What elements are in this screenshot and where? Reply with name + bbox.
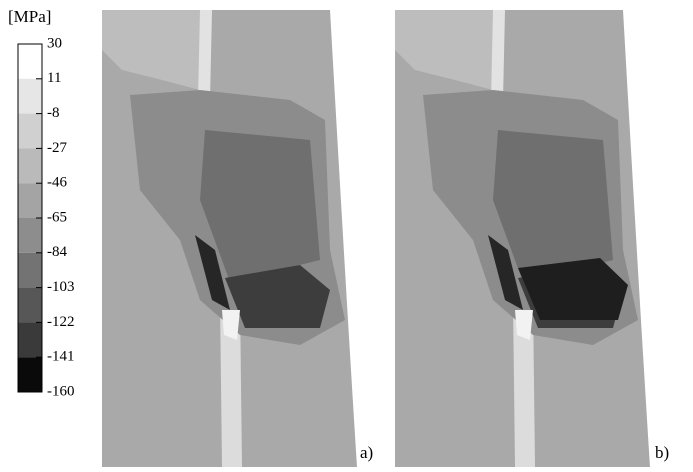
colorbar-label: -84 <box>47 244 67 260</box>
colorbar-band <box>18 113 42 149</box>
colorbar-band <box>18 218 42 253</box>
panel-label: b) <box>655 443 669 462</box>
colorbar-label: -46 <box>47 175 67 191</box>
colorbar-label: -160 <box>47 383 75 399</box>
colorbar-label: -27 <box>47 140 67 156</box>
legend-unit: [MPa] <box>8 7 51 26</box>
colorbar-label: 11 <box>47 70 61 86</box>
panel-label: a) <box>360 443 373 462</box>
colorbar-band <box>18 44 42 79</box>
colorbar: 30 11 -8 -27 -46 -65 -84 -103 -122 -141 -160 <box>17 35 75 399</box>
contour-plot-b <box>395 10 650 467</box>
colorbar-label: -141 <box>47 349 75 365</box>
contour-plot-a <box>102 10 357 467</box>
colorbar-label: -122 <box>47 314 75 330</box>
colorbar-band <box>18 357 42 392</box>
colorbar-label: -65 <box>47 209 67 225</box>
colorbar-label: 30 <box>47 35 62 51</box>
colorbar-band <box>18 322 42 358</box>
colorbar-label: -8 <box>47 105 60 121</box>
colorbar-band <box>18 148 42 184</box>
colorbar-band <box>18 183 42 218</box>
colorbar-band <box>18 252 42 288</box>
colorbar-band <box>18 78 42 114</box>
colorbar-band <box>18 287 42 323</box>
colorbar-label: -103 <box>47 279 75 295</box>
contour-region <box>518 258 628 320</box>
